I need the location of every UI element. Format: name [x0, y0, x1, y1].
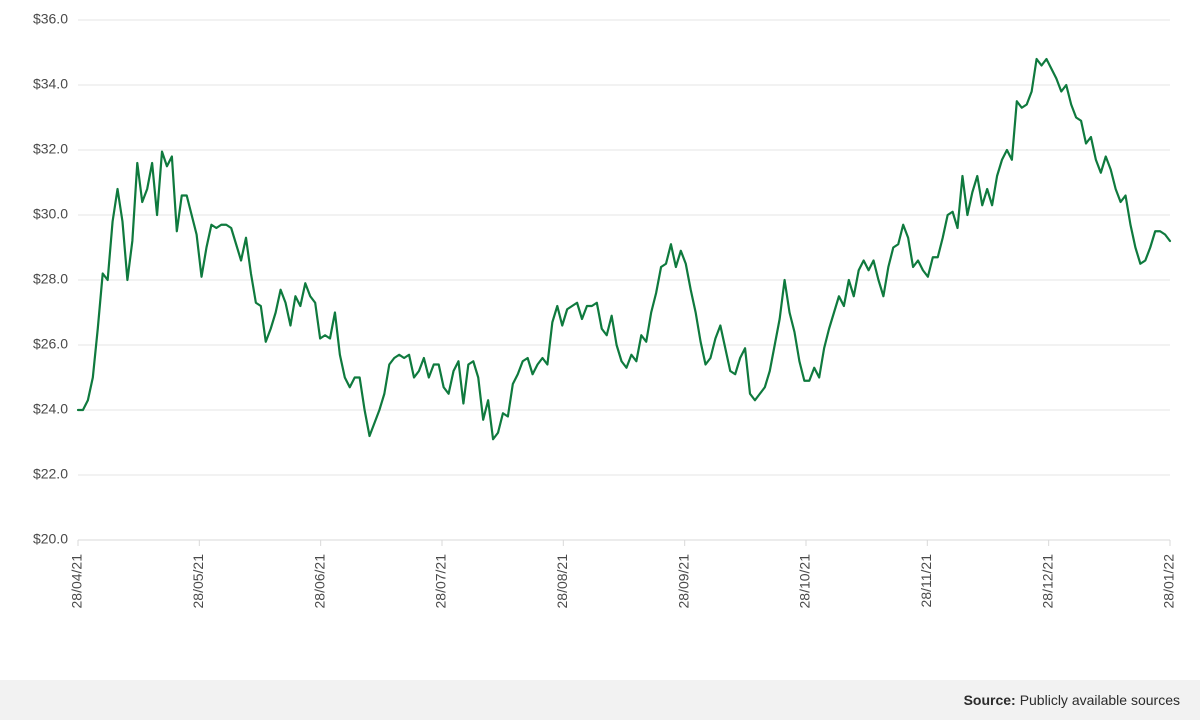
y-tick-label: $26.0 — [33, 336, 68, 352]
y-tick-label: $36.0 — [33, 11, 68, 27]
x-tick-label: 28/07/21 — [433, 554, 449, 609]
x-tick-label: 28/09/21 — [675, 554, 691, 609]
y-tick-label: $20.0 — [33, 531, 68, 547]
x-tick-label: 28/11/21 — [918, 554, 934, 608]
y-tick-label: $28.0 — [33, 271, 68, 287]
x-tick-label: 28/05/21 — [190, 554, 206, 609]
y-tick-label: $34.0 — [33, 76, 68, 92]
x-tick-label: 28/12/21 — [1039, 554, 1055, 609]
source-value: Publicly available sources — [1020, 692, 1180, 708]
x-tick-label: 28/08/21 — [554, 554, 570, 609]
source-label: Source: — [964, 692, 1016, 708]
y-tick-label: $22.0 — [33, 466, 68, 482]
chart-svg: $20.0 $22.0 $24.0 $26.0 $28.0 $30.0 $32.0 $34.0… — [0, 0, 1200, 680]
x-tick-label: 28/06/21 — [311, 554, 327, 609]
x-tick-label: 28/01/22 — [1161, 554, 1177, 609]
price-line-chart: $20.0 $22.0 $24.0 $26.0 $28.0 $30.0 $32.0 $34.0… — [0, 0, 1200, 680]
source-footer: Source: Publicly available sources — [0, 680, 1200, 720]
y-tick-label: $32.0 — [33, 141, 68, 157]
x-tick-label: 28/10/21 — [797, 554, 813, 609]
y-tick-label: $24.0 — [33, 401, 68, 417]
x-tick-label: 28/04/21 — [69, 554, 85, 609]
y-tick-label: $30.0 — [33, 206, 68, 222]
